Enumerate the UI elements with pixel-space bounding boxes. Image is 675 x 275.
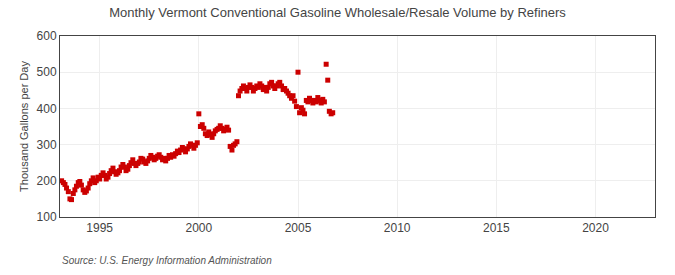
svg-text:2015: 2015 [483,221,510,235]
svg-text:2005: 2005 [285,221,312,235]
svg-text:Thousand Gallons per Day: Thousand Gallons per Day [18,61,30,192]
svg-text:1995: 1995 [86,221,113,235]
svg-text:300: 300 [37,138,57,152]
svg-text:600: 600 [37,29,57,43]
svg-text:500: 500 [37,65,57,79]
svg-text:100: 100 [37,210,57,224]
svg-text:Monthly Vermont Conventional G: Monthly Vermont Conventional Gasoline Wh… [109,5,566,20]
svg-text:2000: 2000 [185,221,212,235]
svg-text:200: 200 [37,174,57,188]
svg-text:Source: U.S. Energy Informatio: Source: U.S. Energy Information Administ… [62,255,272,266]
svg-text:2020: 2020 [582,221,609,235]
svg-text:2010: 2010 [384,221,411,235]
svg-text:400: 400 [37,102,57,116]
